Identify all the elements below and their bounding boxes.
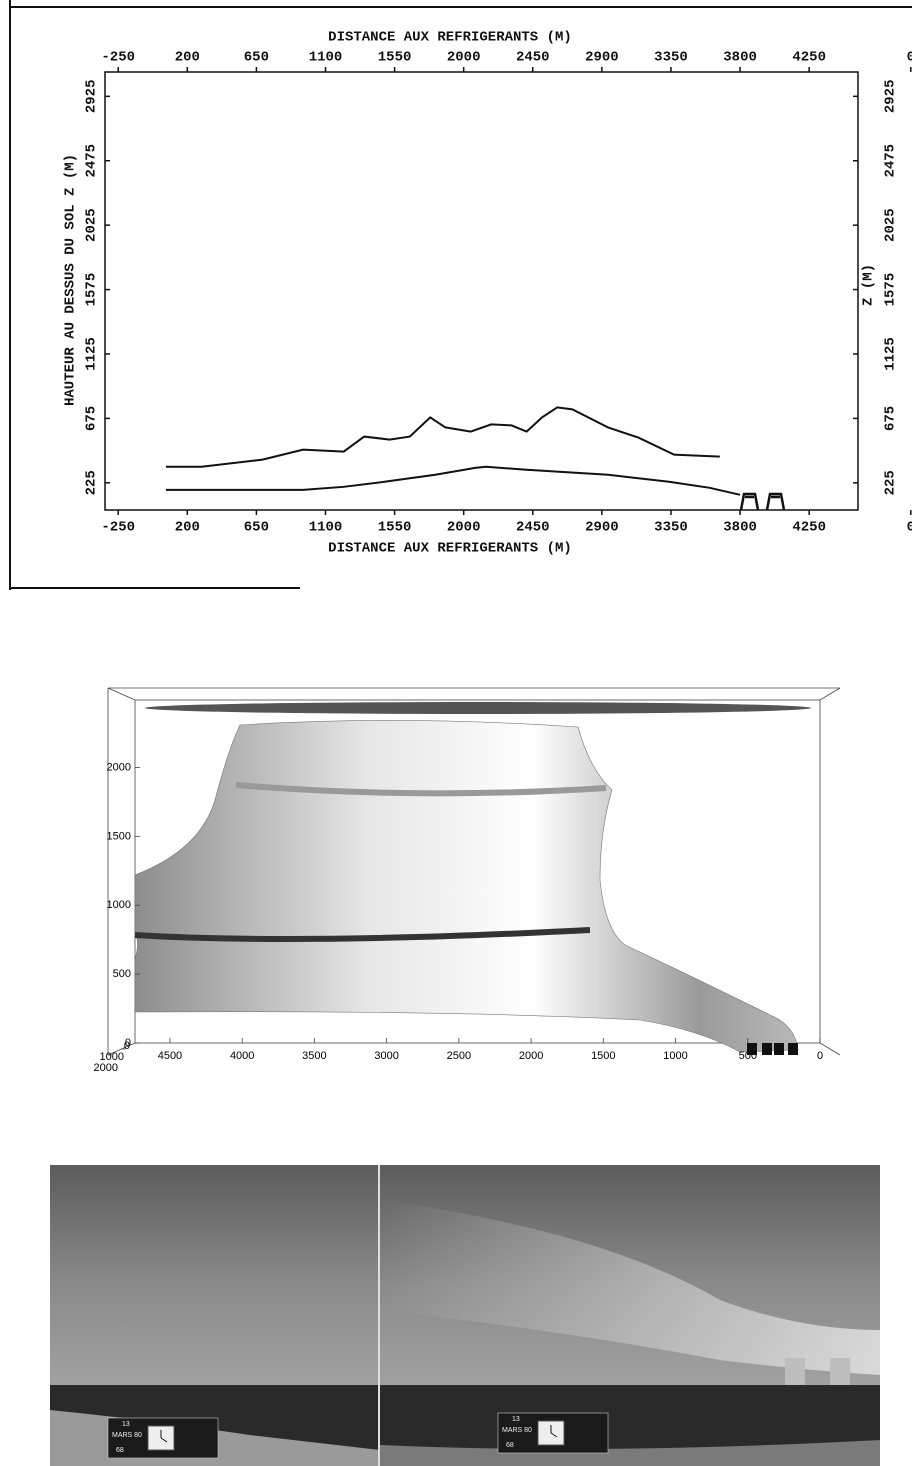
y-axis-title: HAUTEUR AU DESSUS DU SOL Z (M) <box>63 154 79 406</box>
x-tick-label: 0 <box>907 520 912 536</box>
plume-outline <box>165 465 741 496</box>
x-tick-label: 4000 <box>230 1050 254 1062</box>
x-tick-label: 2000 <box>447 50 481 66</box>
y-tick-label: 675 <box>84 406 100 431</box>
x-tick-label: 0 <box>907 50 912 66</box>
cooling-towers <box>747 1043 798 1055</box>
sign-day: 13 <box>122 1421 130 1428</box>
sign-day: 13 <box>512 1416 520 1423</box>
x-tick-label: -250 <box>101 50 135 66</box>
x-tick-label: 2000 <box>447 520 481 536</box>
y-tick-label: 1000 <box>107 899 131 911</box>
plume-surface <box>134 720 799 1053</box>
x-tick-label: 4250 <box>792 50 826 66</box>
x-tick-label: -250 <box>101 520 135 536</box>
y-tick-label: 1575 <box>84 273 100 307</box>
plume-cap <box>145 702 811 714</box>
y-tick-label: 500 <box>113 968 131 980</box>
clock-hand <box>160 1437 168 1443</box>
y-tick-label: 2000 <box>107 761 131 773</box>
x-tick-label: 2450 <box>516 520 550 536</box>
y-tick-label: 2475 <box>84 144 100 178</box>
photograph: 13 MARS 80 68 13 MARS 80 68 <box>50 1165 880 1466</box>
plume-fold <box>134 927 591 942</box>
cooling-tower <box>830 1358 850 1386</box>
x-tick-label: 2900 <box>585 520 619 536</box>
box-edge <box>107 687 841 1056</box>
x-tick-label: 2450 <box>516 50 550 66</box>
x-tick-label: 3800 <box>723 50 757 66</box>
y2-tick-label: 225 <box>883 470 899 495</box>
cooling-tower <box>762 1043 772 1055</box>
x-axis-title: DISTANCE AUX REFRIGERANTS (M) <box>328 541 572 557</box>
road <box>380 1440 880 1466</box>
cooling-tower <box>747 1043 757 1055</box>
z-tick-label: 0 <box>124 1040 130 1052</box>
sign: 13 MARS 80 68 <box>107 1417 219 1459</box>
x-tick-label: 3500 <box>302 1050 326 1062</box>
sign-code: 68 <box>506 1442 514 1449</box>
x-tick-label: 650 <box>244 50 269 66</box>
x-tick-label: 1550 <box>378 50 412 66</box>
plume-outline <box>165 406 720 468</box>
x-tick-label: 3800 <box>723 520 757 536</box>
x-tick-label: 1100 <box>309 520 343 536</box>
cooling-tower <box>774 1043 784 1055</box>
clock-hand <box>550 1432 558 1438</box>
x-tick-label: 200 <box>175 520 200 536</box>
x-tick-label: 2900 <box>585 50 619 66</box>
x-tick-label: 1550 <box>378 520 412 536</box>
y-tick-label: 2925 <box>84 80 100 114</box>
x-tick-label: 3350 <box>654 520 688 536</box>
sign-month: MARS 80 <box>502 1427 532 1434</box>
y2-tick-label: 1125 <box>883 337 899 371</box>
sign: 13 MARS 80 68 <box>497 1412 609 1454</box>
plume-3d-chart: 4500 4000 3500 3000 2500 2000 1500 1000 500 0 0 500… <box>94 687 841 1074</box>
sign-code: 68 <box>116 1447 124 1454</box>
cooling-tower <box>788 1043 798 1055</box>
x-tick-label: 1100 <box>309 50 343 66</box>
y-tick-label: 225 <box>84 470 100 495</box>
plume <box>380 1200 880 1375</box>
x-tick-label: 500 <box>739 1050 757 1062</box>
x-tick-label: 650 <box>244 520 269 536</box>
plume-section-chart: DISTANCE AUX REFRIGERANTS (M) DISTANCE A… <box>9 0 912 590</box>
y2-tick-label: 675 <box>883 406 899 431</box>
sign-month: MARS 80 <box>112 1432 142 1439</box>
z-tick-label: 1000 <box>100 1051 124 1063</box>
cooling-tower <box>785 1358 805 1386</box>
x-tick-label: 4500 <box>158 1050 182 1062</box>
y2-tick-label: 2475 <box>883 144 899 178</box>
x-tick-label: 1000 <box>663 1050 687 1062</box>
y2-axis-title: Z (M) <box>861 264 877 306</box>
y-tick-label: 2025 <box>84 208 100 242</box>
y2-tick-label: 2925 <box>883 80 899 114</box>
cooling-tower <box>739 492 760 511</box>
y-tick-label: 0 <box>125 1037 131 1049</box>
z-tick-label: 2000 <box>94 1062 118 1074</box>
x-tick-label: 200 <box>175 50 200 66</box>
y2-tick-label: 1575 <box>883 273 899 307</box>
top-axis-title: DISTANCE AUX REFRIGERANTS (M) <box>328 30 572 46</box>
y2-tick-label: 2025 <box>883 208 899 242</box>
x-tick-label: 3350 <box>654 50 688 66</box>
cooling-tower <box>765 492 786 511</box>
x-tick-label: 4250 <box>792 520 826 536</box>
x-tick-label: 2500 <box>447 1050 471 1062</box>
plot-frame <box>104 71 859 511</box>
y-tick-label: 1125 <box>84 337 100 371</box>
x-tick-label: 0 <box>817 1050 823 1062</box>
plume-fold <box>235 782 607 797</box>
x-tick-label: 1500 <box>591 1050 615 1062</box>
y-tick-label: 1500 <box>107 830 131 842</box>
x-tick-label: 3000 <box>374 1050 398 1062</box>
x-tick-label: 2000 <box>519 1050 543 1062</box>
box-edge <box>134 699 821 1044</box>
